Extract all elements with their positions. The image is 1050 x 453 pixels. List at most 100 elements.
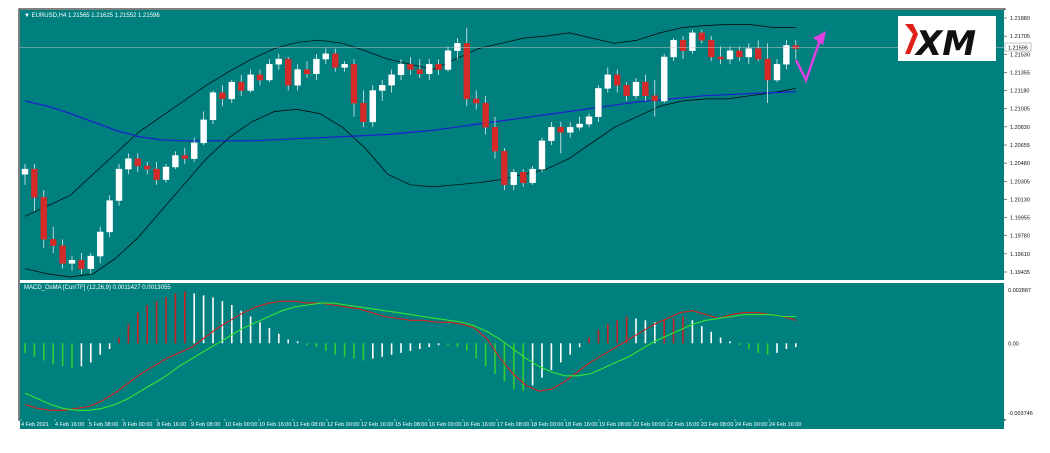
time-tick-label: 10 Feb 00:00 [225, 422, 257, 428]
candle [755, 40, 762, 62]
bollinger-lower-line [24, 88, 796, 278]
candle [162, 163, 170, 183]
candle-body [604, 74, 611, 89]
candle-body [783, 45, 790, 65]
candle [106, 195, 113, 238]
candle [520, 169, 527, 187]
candle [510, 169, 517, 191]
price-tick-label: 1.21705 [1010, 34, 1030, 40]
candle-body [726, 50, 734, 60]
candle [567, 121, 574, 138]
price-tick-label: 1.20655 [1010, 143, 1030, 149]
candle [322, 48, 329, 65]
candle [463, 27, 470, 107]
candle-body [341, 64, 348, 68]
candle-body [369, 90, 376, 123]
time-tick-label: 8 Feb 00:00 [123, 422, 152, 428]
macd-tick-label: -0.003746 [1008, 411, 1033, 417]
candle-body [106, 200, 113, 233]
candle-body [190, 142, 198, 159]
time-tick-label: 24 Feb 16:00 [769, 422, 801, 428]
candle [68, 256, 76, 271]
time-tick-label: 5 Feb 08:00 [89, 422, 118, 428]
candle-body [567, 126, 574, 133]
candle [717, 46, 724, 65]
candle [190, 137, 198, 162]
xm-logo: XM [898, 16, 996, 64]
macd-lines [24, 300, 796, 411]
time-tick-label: 9 Feb 08:00 [191, 422, 220, 428]
candle [585, 113, 593, 128]
time-tick-label: 16 Feb 16:00 [463, 422, 495, 428]
candle-body [181, 155, 189, 159]
candle-body [576, 123, 583, 128]
price-tick-label: 1.21180 [1010, 89, 1029, 95]
candle [576, 116, 583, 131]
candle-body [256, 74, 264, 81]
time-tick-label: 23 Feb 08:00 [701, 422, 733, 428]
time-tick-label: 18 Feb 16:00 [565, 422, 597, 428]
candle-body [632, 81, 640, 96]
candle-body [510, 172, 517, 186]
price-tick-label: 1.19955 [1010, 216, 1030, 222]
candle [670, 38, 677, 62]
time-tick-label: 10 Feb 16:00 [259, 422, 291, 428]
candle-body [397, 64, 405, 75]
candle [247, 69, 254, 93]
candle-body [444, 50, 452, 70]
candle-body [548, 126, 555, 142]
candle-body [285, 58, 292, 86]
candle [698, 29, 705, 44]
candle-body [87, 255, 95, 269]
candle-body [454, 43, 461, 51]
candle-body [557, 126, 564, 133]
candle-body [266, 64, 273, 81]
candle-body [125, 158, 132, 170]
candle [614, 69, 621, 93]
main-price-panel[interactable] [20, 10, 1004, 280]
time-tick-label: 16 Feb 00:00 [429, 422, 461, 428]
candle [651, 80, 658, 117]
candle-body [689, 32, 696, 51]
candle-body [303, 69, 311, 74]
candle-body [708, 40, 715, 58]
candle-body [40, 197, 47, 240]
candle [632, 77, 640, 99]
candle [444, 46, 452, 72]
candle-body [473, 98, 480, 104]
candle-body [247, 74, 254, 91]
candle-body [294, 69, 301, 86]
candle [642, 74, 649, 101]
candle [426, 59, 433, 81]
time-tick-label: 18 Feb 00:00 [531, 422, 563, 428]
candle [40, 190, 47, 248]
candle-body [435, 64, 442, 70]
candle [303, 61, 311, 78]
candle [491, 116, 499, 159]
candle-body [237, 81, 245, 91]
candle [557, 121, 564, 154]
candle [219, 85, 226, 107]
time-tick-label: 11 Feb 08:00 [293, 422, 325, 428]
candle [435, 59, 442, 75]
macd-indicator-panel[interactable] [20, 283, 1004, 419]
candle [341, 61, 348, 72]
candle-body [755, 48, 762, 60]
current-price-marker [1004, 42, 1032, 52]
candle [783, 40, 790, 70]
candle [200, 111, 207, 145]
price-tick-label: 1.21530 [1010, 52, 1030, 58]
price-axis: 1.21880 1.21705 1.21530 1.21355 1.21180 1.210… [1004, 16, 1030, 276]
candle [792, 40, 799, 60]
time-axis: 4 Feb 2021 4 Feb 16:00 5 Feb 08:00 8 Feb 00… [20, 419, 801, 428]
candle [360, 90, 367, 128]
candle-body [482, 102, 489, 128]
candle [313, 53, 320, 81]
time-tick-label: 24 Feb 00:00 [735, 422, 767, 428]
candle-body [68, 260, 76, 264]
candle [407, 56, 414, 75]
candle-body [134, 158, 142, 167]
candle-body [698, 32, 705, 41]
candle [31, 163, 38, 212]
